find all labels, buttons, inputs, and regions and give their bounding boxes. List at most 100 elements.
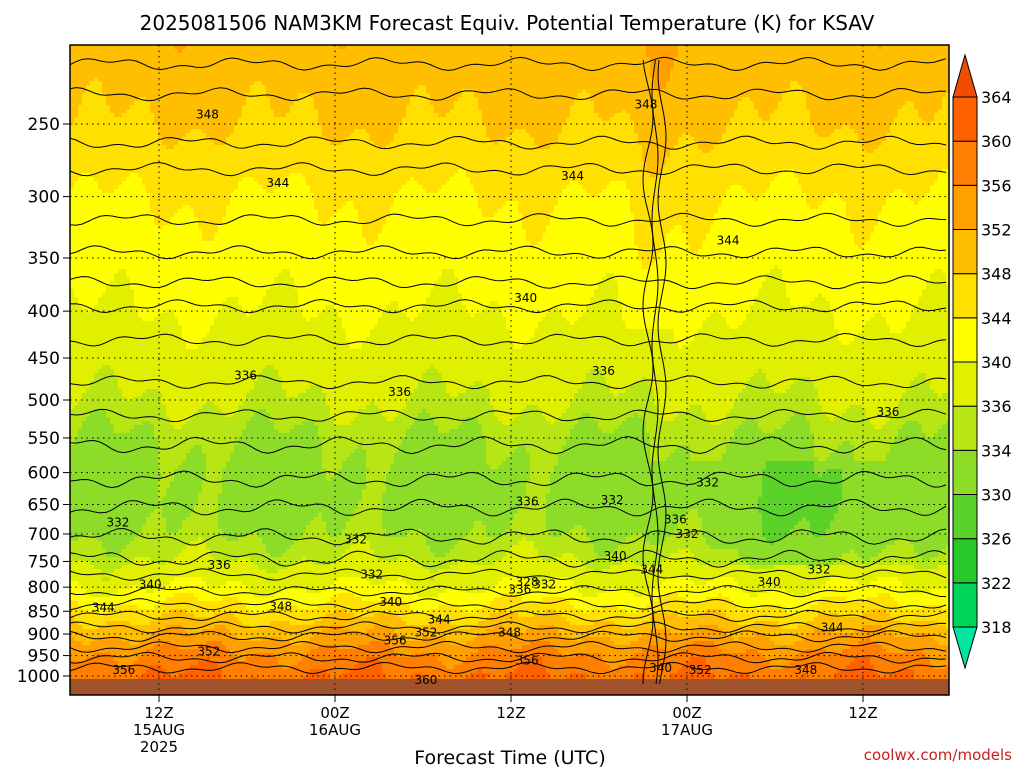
heat-cell [106, 141, 111, 146]
heat-cell [86, 457, 91, 462]
heat-cell [86, 97, 91, 102]
heat-cell [106, 557, 111, 562]
heat-cell [114, 493, 119, 498]
heat-cell [102, 301, 107, 306]
heat-cell [134, 537, 139, 542]
heat-cell [114, 205, 119, 210]
heat-cell [134, 69, 139, 74]
heat-cell [126, 321, 131, 326]
heat-cell [126, 261, 131, 266]
heat-cell [102, 545, 107, 550]
heat-cell [118, 529, 123, 534]
heat-cell [82, 357, 87, 362]
heat-cell [78, 329, 83, 334]
heat-cell [134, 333, 139, 338]
heat-cell [130, 265, 135, 270]
heat-cell [122, 101, 127, 106]
heat-cell [106, 325, 111, 330]
plot-area: 348348344 344344340336336336336336 3323323… [70, 45, 951, 698]
heat-cell [102, 505, 107, 510]
heat-cell [78, 525, 83, 530]
heat-cell [126, 393, 131, 398]
heat-cell [98, 285, 103, 290]
heat-cell [130, 349, 135, 354]
heat-cell [98, 645, 103, 650]
heat-cell [130, 473, 135, 478]
heat-cell [86, 169, 91, 174]
heat-cell [78, 177, 83, 182]
heat-cell [94, 629, 99, 634]
heat-cell [90, 673, 95, 678]
heat-cell [118, 569, 123, 574]
heat-cell [78, 189, 83, 194]
heat-cell [74, 185, 79, 190]
heat-cell [86, 117, 91, 122]
heat-cell [86, 321, 91, 326]
heat-cell [98, 297, 103, 302]
heat-cell [94, 669, 99, 674]
heat-cell [110, 457, 115, 462]
heat-cell [126, 189, 131, 194]
heat-cell [74, 113, 79, 118]
heat-cell [78, 237, 83, 242]
heat-cell [134, 89, 139, 94]
heat-cell [74, 81, 79, 86]
heat-cell [134, 177, 139, 182]
heat-cell [122, 137, 127, 142]
heat-cell [74, 593, 79, 598]
heat-cell [118, 641, 123, 646]
heat-cell [134, 185, 139, 190]
heat-cell [122, 565, 127, 570]
heat-cell [110, 345, 115, 350]
heat-cell [118, 85, 123, 90]
heat-cell [106, 497, 111, 502]
heat-cell [74, 497, 79, 502]
heat-cell [86, 565, 91, 570]
heat-cell [114, 113, 119, 118]
heat-cell [114, 497, 119, 502]
heat-cell [122, 497, 127, 502]
heat-cell [90, 581, 95, 586]
heat-cell [114, 473, 119, 478]
heat-cell [94, 665, 99, 670]
heat-cell [134, 413, 139, 418]
heat-cell [74, 405, 79, 410]
heat-cell [114, 341, 119, 346]
heat-cell [110, 465, 115, 470]
heat-cell [134, 389, 139, 394]
heat-cell [82, 393, 87, 398]
heat-cell [110, 421, 115, 426]
heat-cell [118, 457, 123, 462]
heat-cell [82, 293, 87, 298]
heat-cell [122, 529, 127, 534]
heat-cell [94, 109, 99, 114]
heat-cell [94, 581, 99, 586]
heat-cell [78, 325, 83, 330]
heat-cell [114, 313, 119, 318]
heat-cell [110, 349, 115, 354]
heat-cell [118, 473, 123, 478]
heat-cell [78, 397, 83, 402]
heat-cell [94, 465, 99, 470]
heat-cell [86, 569, 91, 574]
heat-cell [102, 265, 107, 270]
heat-cell [74, 253, 79, 258]
heat-cell [122, 109, 127, 114]
heat-cell [102, 333, 107, 338]
heat-cell [98, 201, 103, 206]
heat-cell [86, 517, 91, 522]
heat-cell [126, 349, 131, 354]
heat-cell [86, 325, 91, 330]
heat-cell [134, 157, 139, 162]
heat-cell [98, 557, 103, 562]
heat-cell [90, 433, 95, 438]
heat-cell [138, 69, 143, 74]
heat-cell [134, 409, 139, 414]
heat-cell [98, 181, 103, 186]
heat-cell [74, 269, 79, 274]
heat-cell [82, 649, 87, 654]
heat-cell [94, 461, 99, 466]
heat-cell [114, 97, 119, 102]
heat-cell [106, 425, 111, 430]
heat-cell [82, 197, 87, 202]
